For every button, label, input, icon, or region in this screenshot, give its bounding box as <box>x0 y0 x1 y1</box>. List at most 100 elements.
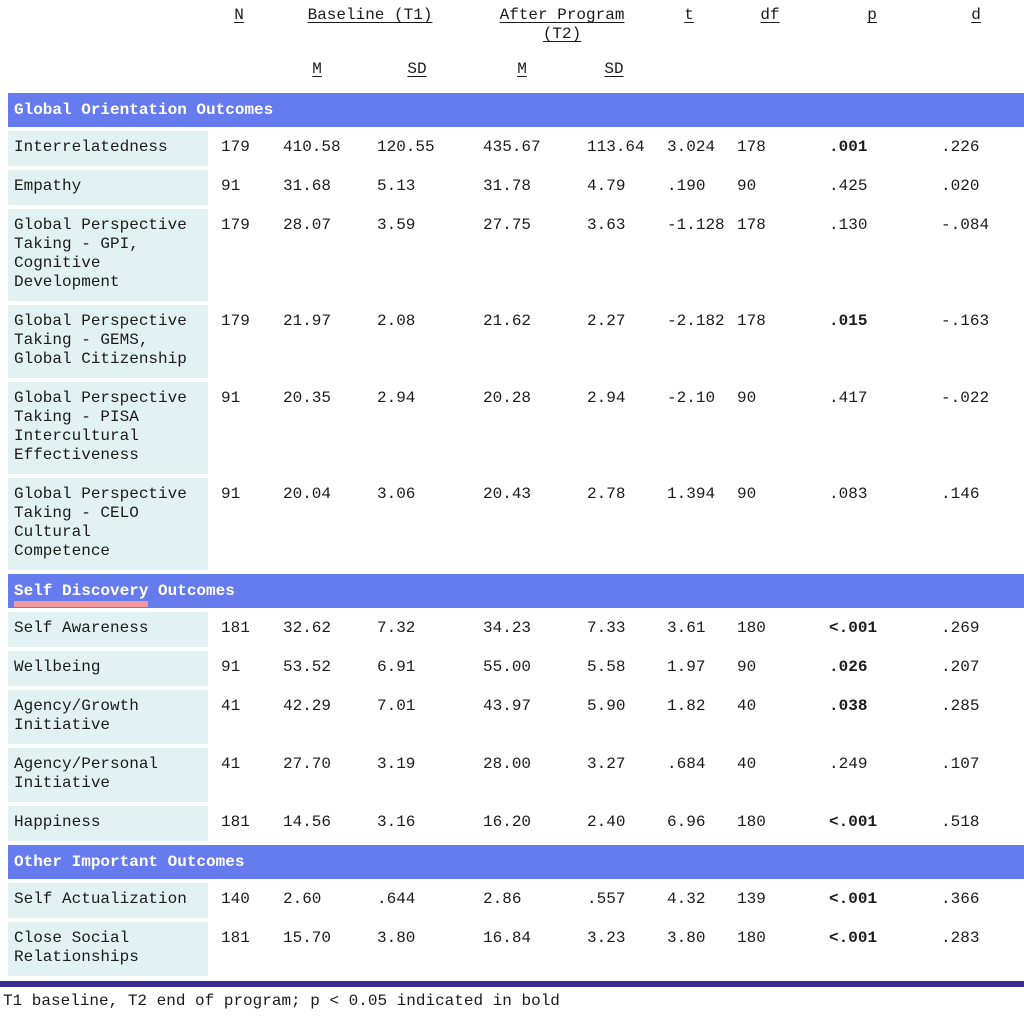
baseline-mean: 28.07 <box>270 209 364 301</box>
header-baseline-m: M <box>312 60 322 78</box>
table-row: Wellbeing 91 53.52 6.91 55.00 5.58 1.97 90.026.… <box>8 651 1024 686</box>
section-title: Global Orientation Outcomes <box>8 93 1024 127</box>
section-title: Other Important Outcomes <box>8 845 1024 879</box>
baseline-sd: 3.80 <box>364 922 471 976</box>
baseline-sd: 7.01 <box>364 690 471 744</box>
header-t: t <box>684 6 694 24</box>
n-value: 181 <box>208 612 270 647</box>
after-mean: 31.78 <box>470 170 575 205</box>
d-value: -.084 <box>928 209 1024 301</box>
n-value: 91 <box>208 382 270 474</box>
t-value: -2.10 <box>654 382 725 474</box>
header-after-program-t2: After Program (T2) <box>499 6 625 43</box>
outcome-label: Close Social Relationships <box>8 922 208 976</box>
df-value: 178 <box>724 305 817 378</box>
after-mean: 34.23 <box>470 612 575 647</box>
header-spacer <box>208 48 270 89</box>
d-value: .207 <box>928 651 1024 686</box>
section-row-0: Global Orientation Outcomes <box>8 93 1024 127</box>
p-value: .425 <box>816 170 929 205</box>
d-value: -.163 <box>928 305 1024 378</box>
outcome-label: Global Perspective Taking - PISA Intercu… <box>8 382 208 474</box>
after-mean: 55.00 <box>470 651 575 686</box>
after-mean: 16.84 <box>470 922 575 976</box>
table-row: Agency/Growth Initiative 41 42.29 7.01 43.97… <box>8 690 1024 744</box>
after-sd: 2.40 <box>574 806 655 841</box>
after-mean: 2.86 <box>470 883 575 918</box>
outcome-label: Agency/Growth Initiative <box>8 690 208 744</box>
p-value: .249 <box>816 748 929 802</box>
table-row: Empathy 91 31.68 5.13 31.78 4.79.190 90.425.02… <box>8 170 1024 205</box>
baseline-sd: 120.55 <box>364 131 471 166</box>
baseline-mean: 15.70 <box>270 922 364 976</box>
n-value: 41 <box>208 748 270 802</box>
baseline-sd: 2.94 <box>364 382 471 474</box>
t-value: 6.96 <box>654 806 725 841</box>
header-baseline-t1: Baseline (T1) <box>307 6 433 24</box>
t-value: 1.82 <box>654 690 725 744</box>
table-row: Close Social Relationships 181 15.70 3.80 16… <box>8 922 1024 976</box>
header-row-groups: N Baseline (T1) After Program (T2) t df … <box>8 4 1024 44</box>
t-value: .684 <box>654 748 725 802</box>
section-title-highlighted-text: Self Discovery <box>14 582 149 607</box>
header-row-stats: M SD M SD <box>8 48 1024 89</box>
after-mean: 20.28 <box>470 382 575 474</box>
header-spacer <box>724 48 816 89</box>
n-value: 181 <box>208 922 270 976</box>
header-baseline-sd: SD <box>407 60 427 78</box>
baseline-sd: 5.13 <box>364 170 471 205</box>
outcome-label: Global Perspective Taking - GPI, Cogniti… <box>8 209 208 301</box>
table-row: Global Perspective Taking - GEMS, Global… <box>8 305 1024 378</box>
outcome-label: Agency/Personal Initiative <box>8 748 208 802</box>
table-footnote: T1 baseline, T2 end of program; p < 0.05… <box>3 992 560 1010</box>
t-value: 4.32 <box>654 883 725 918</box>
n-value: 181 <box>208 806 270 841</box>
d-value: -.022 <box>928 382 1024 474</box>
p-value: .015 <box>816 305 929 378</box>
after-mean: 43.97 <box>470 690 575 744</box>
header-spacer <box>8 48 208 89</box>
baseline-mean: 21.97 <box>270 305 364 378</box>
after-sd: 2.78 <box>574 478 655 570</box>
outcome-label: Wellbeing <box>8 651 208 686</box>
p-value: <.001 <box>816 612 929 647</box>
t-value: 1.97 <box>654 651 725 686</box>
table-row: Interrelatedness 179 410.58 120.55 435.67 113… <box>8 131 1024 166</box>
d-value: .226 <box>928 131 1024 166</box>
table-row: Self Actualization 140 2.60.644 2.86.557 4.3… <box>8 883 1024 918</box>
outcome-label: Global Perspective Taking - CELO Cultura… <box>8 478 208 570</box>
header-n: N <box>234 6 244 24</box>
header-df: df <box>760 6 780 24</box>
outcome-label: Empathy <box>8 170 208 205</box>
after-sd: 3.23 <box>574 922 655 976</box>
n-value: 179 <box>208 131 270 166</box>
header-after-sd: SD <box>604 60 624 78</box>
n-value: 41 <box>208 690 270 744</box>
header-spacer <box>654 48 724 89</box>
outcome-label: Global Perspective Taking - GEMS, Global… <box>8 305 208 378</box>
after-sd: .557 <box>574 883 655 918</box>
table-row: Self Awareness 181 32.62 7.32 34.23 7.33 3.61 1… <box>8 612 1024 647</box>
baseline-mean: 2.60 <box>270 883 364 918</box>
after-sd: 5.58 <box>574 651 655 686</box>
after-sd: 2.94 <box>574 382 655 474</box>
baseline-mean: 20.04 <box>270 478 364 570</box>
header-spacer <box>928 48 1024 89</box>
after-sd: 5.90 <box>574 690 655 744</box>
p-value: .026 <box>816 651 929 686</box>
t-value: 3.80 <box>654 922 725 976</box>
table-row: Happiness 181 14.56 3.16 16.20 2.40 6.96 180 <.0… <box>8 806 1024 841</box>
baseline-sd: 3.19 <box>364 748 471 802</box>
n-value: 179 <box>208 209 270 301</box>
p-value: .038 <box>816 690 929 744</box>
after-sd: 3.63 <box>574 209 655 301</box>
p-value: .083 <box>816 478 929 570</box>
baseline-sd: 3.59 <box>364 209 471 301</box>
d-value: .269 <box>928 612 1024 647</box>
header-after-m: M <box>517 60 527 78</box>
df-value: 40 <box>724 748 817 802</box>
df-value: 178 <box>724 209 817 301</box>
d-value: .366 <box>928 883 1024 918</box>
d-value: .146 <box>928 478 1024 570</box>
